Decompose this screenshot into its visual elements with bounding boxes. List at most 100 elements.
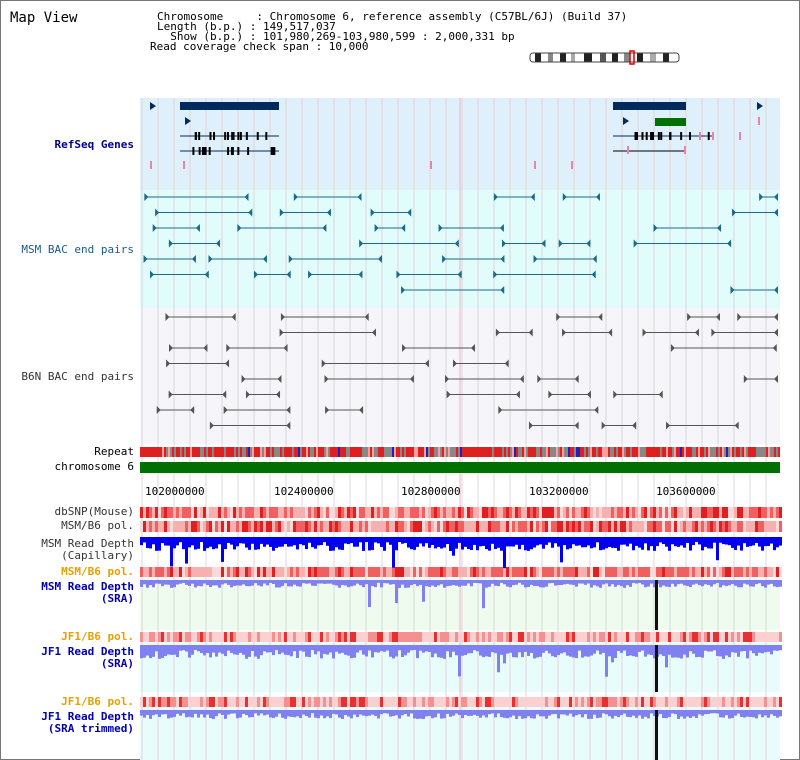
msm-bac-pairs-track[interactable] xyxy=(143,193,778,294)
jf1-sra-depth-bar xyxy=(356,645,359,653)
jf1-trimmed-depth-bar xyxy=(329,710,332,719)
msm-capillary-depth-bar xyxy=(500,537,503,551)
jf1-pol2-cell xyxy=(650,697,653,707)
chromosome-ideogram[interactable] xyxy=(529,50,680,65)
jf1-trimmed-depth-bar xyxy=(620,710,623,716)
jf1-trimmed-depth-bar xyxy=(296,710,299,717)
msm-pol2-cell xyxy=(590,567,593,577)
msm-pol-cell xyxy=(263,521,266,532)
msm-capillary-depth-bar xyxy=(416,537,419,547)
jf1-trimmed-depth-bar xyxy=(407,710,410,717)
jf1-pol-cell xyxy=(143,632,146,642)
msm-pol2-cell xyxy=(686,567,689,577)
msm-sra-depth-bar xyxy=(155,580,158,584)
repeat-segment xyxy=(474,447,476,457)
axis-tick-label: 102400000 xyxy=(274,485,334,498)
dbsnp-cell xyxy=(215,507,218,518)
msm-capillary-depth-bar xyxy=(173,537,176,549)
jf1-trimmed-depth-bar xyxy=(500,710,503,718)
jf1-sra-depth-bar xyxy=(347,645,350,656)
msm-pol-cell xyxy=(488,521,491,532)
b6n-bac-pair-end xyxy=(504,359,509,368)
jf1-trimmed-depth-bar xyxy=(749,710,752,717)
msm-sra-depth-bar xyxy=(491,580,494,584)
msm-sra-depth-bar xyxy=(416,580,419,587)
jf1-sra-depth-bar xyxy=(752,645,755,654)
dbsnp-cell xyxy=(263,507,266,518)
jf1-trimmed-depth-bar xyxy=(722,710,725,718)
msm-pol-cell xyxy=(638,521,641,532)
b6n-bac-pair-end xyxy=(364,313,369,321)
track-label-refseq[interactable]: RefSeq Genes xyxy=(54,138,134,151)
msm-pol-cell xyxy=(437,521,440,532)
track-label-b6n-bac[interactable]: B6N BAC end pairs xyxy=(21,370,134,383)
msm-capillary-depth-bar xyxy=(218,537,221,545)
repeat-segment xyxy=(328,447,330,457)
msm-capillary-depth-bar xyxy=(533,537,536,548)
msm-pol2-cell xyxy=(764,567,767,577)
msm-bac-pair-end xyxy=(191,255,196,263)
jf1-pol-cell xyxy=(428,632,431,642)
jf1-trimmed-depth-bar xyxy=(686,710,689,717)
jf1-trimmed-depth-bar xyxy=(737,710,740,714)
jf1-sra-depth-bar xyxy=(623,645,626,651)
gene-exon xyxy=(635,132,638,140)
jf1-trimmed-depth-bar xyxy=(761,710,764,718)
gene-block xyxy=(180,102,279,110)
msm-capillary-depth-bar xyxy=(296,537,299,550)
msm-pol-cell xyxy=(470,521,473,532)
gene-exon xyxy=(192,147,195,155)
dbsnp-cell xyxy=(551,507,554,518)
msm-pol2-cell xyxy=(374,567,377,577)
msm-capillary-depth-bar xyxy=(458,537,461,543)
msm-pol2-cell xyxy=(488,567,491,577)
jf1-pol-cell xyxy=(404,632,407,642)
msm-pol2-cell xyxy=(392,567,395,577)
b6n-bac-pair-end xyxy=(166,359,171,368)
msm-pol-cell xyxy=(143,521,146,532)
repeat-segment xyxy=(482,447,484,457)
jf1-trimmed-depth-bar xyxy=(215,710,218,717)
jf1-sra-depth-bar xyxy=(149,645,152,659)
msm-pol-cell xyxy=(599,521,602,532)
jf1-sra-depth-bar xyxy=(314,645,317,655)
jf1-sra-depth-bar xyxy=(464,645,467,656)
jf1-trimmed-depth-bar xyxy=(755,710,758,719)
jf1-sra-depth-bar xyxy=(230,645,233,653)
jf1-pol-cell xyxy=(734,632,737,642)
msm-pol-cell xyxy=(449,521,452,532)
coverage-span-info: Read coverage check span : 10,000 xyxy=(150,40,369,53)
b6n-bac-pairs-track[interactable] xyxy=(156,313,778,430)
jf1-pol-cell xyxy=(572,632,575,642)
msm-pol-cell xyxy=(230,521,233,532)
refseq-genes-track[interactable] xyxy=(150,102,763,169)
msm-pol2-cell xyxy=(200,567,203,577)
msm-capillary-depth-bar xyxy=(464,537,467,547)
msm-capillary-depth-bar xyxy=(467,537,470,550)
jf1-pol2-cell xyxy=(227,697,230,707)
jf1-sra-depth-bar xyxy=(566,645,569,656)
jf1-trimmed-depth-bar xyxy=(602,710,605,714)
jf1-sra-depth-bar xyxy=(524,645,527,652)
b6n-bac-pair-end xyxy=(203,344,208,352)
msm-pol2-cell xyxy=(617,567,620,577)
msm-pol2-cell xyxy=(632,567,635,577)
dbsnp-cell xyxy=(230,507,233,518)
msm-pol-cell xyxy=(614,521,617,532)
jf1-pol2-cell xyxy=(698,697,701,707)
msm-sra-depth-bar xyxy=(296,580,299,587)
ideogram-band xyxy=(675,53,679,62)
msm-capillary-depth-bar xyxy=(497,537,500,548)
jf1-trimmed-depth-bar xyxy=(173,710,176,717)
jf1-pol2-cell xyxy=(275,697,278,707)
repeat-segment xyxy=(636,447,638,457)
repeat-segment xyxy=(150,447,152,457)
msm-pol2-cell xyxy=(293,567,296,577)
msm-sra-depth-bar xyxy=(398,580,401,588)
jf1-trimmed-depth-bar xyxy=(728,710,731,719)
jf1-pol2-cell xyxy=(677,697,680,707)
jf1-pol-cell xyxy=(164,632,167,642)
dbsnp-cell xyxy=(260,507,263,518)
track-label-msm-bac[interactable]: MSM BAC end pairs xyxy=(21,243,134,256)
dbsnp-cell xyxy=(617,507,620,518)
